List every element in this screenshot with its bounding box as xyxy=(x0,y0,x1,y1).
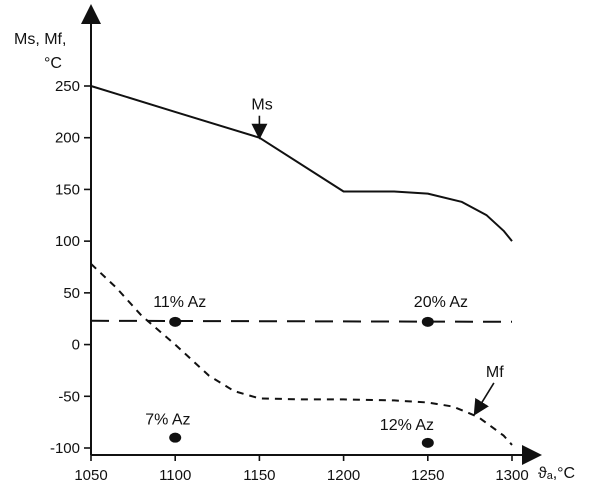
point-label: 12% Az xyxy=(380,417,434,434)
x-tick-label: 1150 xyxy=(243,467,275,484)
point-label: 20% Az xyxy=(414,294,468,311)
point-label: 7% Az xyxy=(145,412,190,429)
point-label: 11% Az xyxy=(153,294,206,311)
y-tick-label: -100 xyxy=(50,440,80,457)
x-tick-label: 1200 xyxy=(327,467,360,484)
curve-label-ms: Ms xyxy=(251,97,272,114)
y-tick-label: 250 xyxy=(55,78,80,95)
tick-group: 250 200 150 100 50 0 -50 -100 1050 1100 1150 1200 12… xyxy=(50,78,529,484)
data-point xyxy=(169,316,182,327)
data-point xyxy=(421,437,434,448)
curve-label-arrow xyxy=(473,382,495,416)
annotation-group: Ms Mf xyxy=(251,97,504,416)
y-axis-title-line-2: °C xyxy=(44,55,62,72)
data-point xyxy=(169,432,182,443)
series-line-mf xyxy=(90,263,513,446)
y-tick-label: 150 xyxy=(55,181,80,198)
series-group xyxy=(90,85,513,446)
y-tick-label: 0 xyxy=(72,337,80,354)
curve-label-mf: Mf xyxy=(486,364,504,381)
y-tick-label: -50 xyxy=(58,388,80,405)
x-axis-title: ϑₐ,°C xyxy=(538,465,575,482)
marker-group: 11% Az 20% Az 7% Az 12% Az xyxy=(145,294,468,448)
data-point xyxy=(421,316,434,327)
x-tick-label: 1050 xyxy=(74,467,107,484)
y-tick-label: 100 xyxy=(55,233,80,250)
y-tick-label: 200 xyxy=(55,130,80,147)
series-line-ms xyxy=(90,85,513,242)
series-line-composition xyxy=(90,319,513,323)
y-tick-label: 50 xyxy=(63,285,80,302)
x-tick-label: 1300 xyxy=(495,467,528,484)
x-tick-label: 1100 xyxy=(159,467,191,484)
x-tick-label: 1250 xyxy=(411,467,444,484)
y-axis-title-line-1: Ms, Mf, xyxy=(14,31,66,48)
